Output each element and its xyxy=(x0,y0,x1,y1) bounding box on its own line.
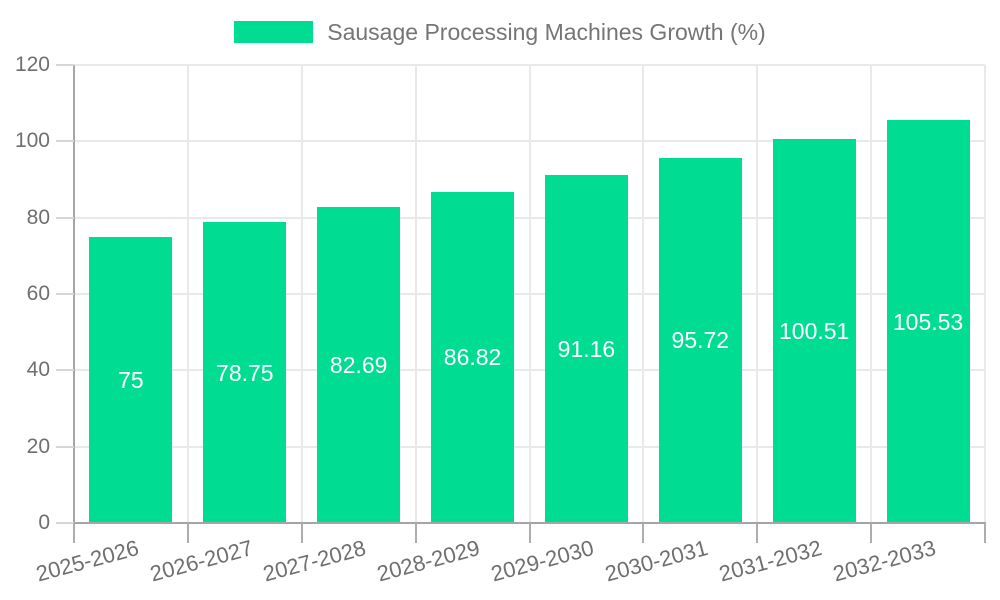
bar-2030-2031[interactable] xyxy=(658,157,742,523)
x-axis-tick xyxy=(870,523,873,543)
x-axis-tick xyxy=(642,523,645,543)
y-axis-tick xyxy=(56,140,74,143)
v-gridline xyxy=(870,65,873,523)
v-gridline xyxy=(642,65,645,523)
x-axis-label: 2030-2031 xyxy=(602,535,711,587)
x-axis-tick xyxy=(300,523,303,543)
v-gridline xyxy=(528,65,531,523)
legend[interactable]: Sausage Processing Machines Growth (%) xyxy=(0,19,1000,45)
x-axis-tick xyxy=(984,523,986,543)
y-axis-tick-label: 80 xyxy=(26,205,50,229)
v-gridline xyxy=(186,65,189,523)
bar-2032-2033[interactable] xyxy=(886,120,970,523)
x-axis-tick xyxy=(528,523,531,543)
x-axis-tick xyxy=(73,523,75,543)
v-gridline xyxy=(756,65,759,523)
y-axis-tick-label: 60 xyxy=(26,282,50,305)
y-axis-tick xyxy=(56,445,74,448)
y-axis-line xyxy=(73,65,75,523)
bar-2028-2029[interactable] xyxy=(431,191,515,523)
v-gridline xyxy=(984,65,986,523)
x-axis-label: 2026-2027 xyxy=(146,535,256,587)
y-axis-tick xyxy=(56,293,74,295)
y-axis-tick-label: 120 xyxy=(14,53,50,76)
legend-label: Sausage Processing Machines Growth (%) xyxy=(327,19,766,45)
x-axis-label: 2032-2033 xyxy=(830,535,939,587)
v-gridline xyxy=(414,65,417,523)
y-axis-tick-label: 40 xyxy=(26,358,50,382)
x-axis-label: 2025-2026 xyxy=(33,535,142,587)
y-axis-tick-label: 0 xyxy=(38,511,50,534)
x-axis-tick xyxy=(756,523,759,543)
x-axis-label: 2031-2032 xyxy=(716,535,825,587)
x-axis-tick xyxy=(186,523,189,543)
bar-2027-2028[interactable] xyxy=(317,207,401,523)
bar-2025-2026[interactable] xyxy=(89,236,173,523)
bar-2026-2027[interactable] xyxy=(203,222,287,523)
legend-swatch-icon xyxy=(234,21,314,43)
x-axis-tick xyxy=(414,523,417,543)
y-axis-tick xyxy=(56,522,74,524)
bar-2031-2032[interactable] xyxy=(772,139,856,523)
x-axis-label: 2027-2028 xyxy=(260,535,369,587)
x-axis-label: 2028-2029 xyxy=(374,535,483,587)
bar-2029-2030[interactable] xyxy=(544,175,628,523)
y-axis-tick-label: 100 xyxy=(14,129,50,153)
x-axis-label: 2029-2030 xyxy=(488,535,597,587)
v-gridline xyxy=(300,65,303,523)
y-axis-tick-label: 20 xyxy=(26,434,50,458)
y-axis-tick xyxy=(56,216,74,219)
y-axis-tick xyxy=(56,369,74,372)
y-axis-tick xyxy=(56,64,74,66)
